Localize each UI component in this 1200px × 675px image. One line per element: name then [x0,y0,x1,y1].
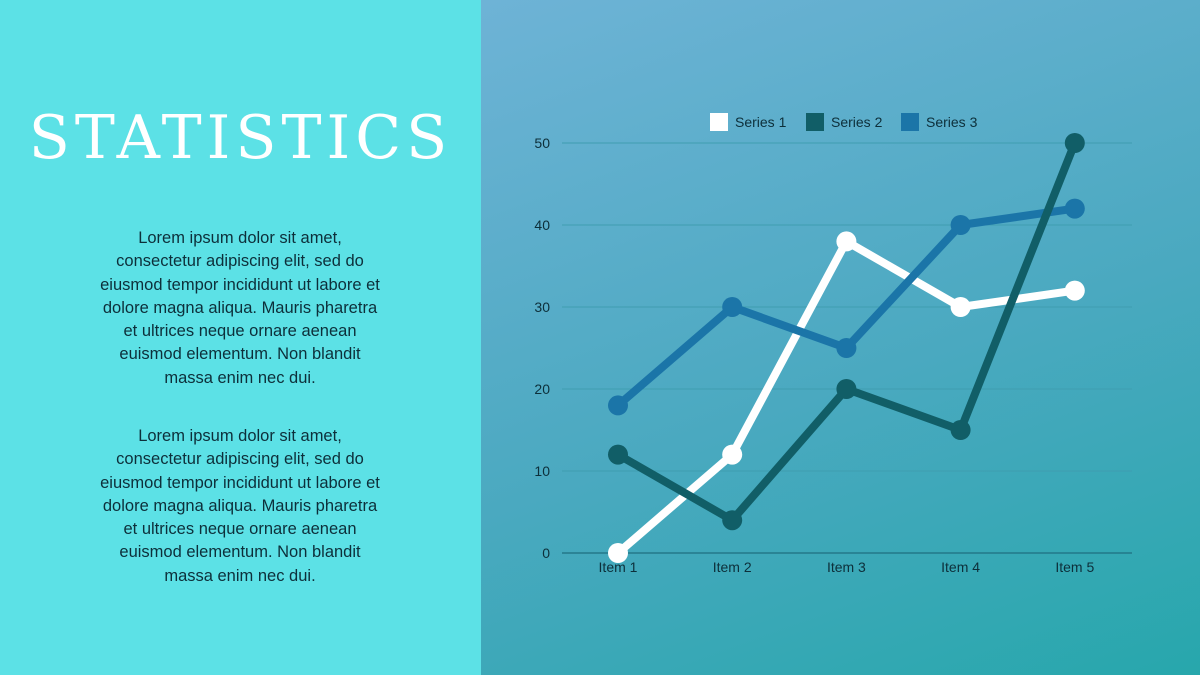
series-2-line [614,139,1079,525]
legend-label-series-1: Series 1 [735,114,787,130]
body-paragraph-2: Lorem ipsum dolor sit amet, consectetur … [100,427,380,585]
x-tick-label: Item 5 [1055,559,1094,575]
legend-label-series-2: Series 2 [831,114,883,130]
legend-swatch-series-3 [901,113,919,131]
series-3-point [722,297,743,317]
body-paragraph-1: Lorem ipsum dolor sit amet, consectetur … [100,229,380,387]
series-1-point [950,297,971,317]
slide-title: STATISTICS [28,103,453,173]
y-tick-label: 20 [534,381,550,397]
series-2-point [608,444,628,465]
x-tick-label: Item 3 [827,559,866,575]
y-tick-label: 30 [534,299,550,315]
series-1-point [1064,280,1085,301]
x-tick-label: Item 4 [941,559,980,575]
text-panel: STATISTICS Lorem ipsum dolor sit amet, c… [0,0,481,675]
y-tick-label: 0 [542,545,550,561]
x-tick-label: Item 1 [599,559,638,575]
series-3-point [608,395,628,416]
legend-swatch-series-1 [710,113,728,131]
series-2-point [722,510,743,531]
y-tick-label: 10 [534,463,550,479]
series-2-point [950,420,971,440]
series-3-point [1064,198,1085,219]
x-tick-label: Item 2 [713,559,752,575]
y-tick-label: 40 [534,217,550,233]
series-1-point [608,543,628,563]
legend-label-series-3: Series 3 [926,114,978,130]
chart-panel: 0 10 20 30 40 50 Item 1 Item 2 Item 3 Item 4 Item … [481,0,1200,675]
y-tick-label: 50 [534,135,550,151]
series-1-point [836,231,857,252]
series-2-point [836,379,857,399]
series-3-point [836,338,857,358]
series-3-point [950,215,971,235]
line-chart: 0 10 20 30 40 50 Item 1 Item 2 Item 3 Item 4 Item … [534,113,1132,575]
series-2-point [1064,133,1085,153]
series-1-point [722,444,743,465]
legend-swatch-series-2 [806,113,824,131]
